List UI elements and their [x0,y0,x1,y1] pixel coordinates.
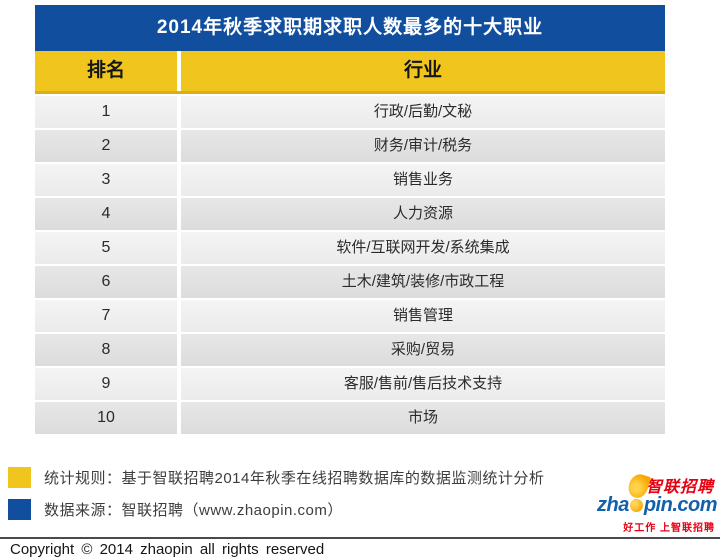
rank-cell: 5 [35,232,177,264]
table-body: 1 行政/后勤/文秘 2 财务/审计/税务 3 销售业务 4 人力资源 5 软件… [35,96,665,434]
table-title: 2014年秋季求职期求职人数最多的十大职业 [35,5,665,51]
industry-cell: 行政/后勤/文秘 [181,96,665,128]
rank-cell: 6 [35,266,177,298]
table-row: 3 销售业务 [35,164,665,196]
industry-cell: 客服/售前/售后技术支持 [181,368,665,400]
table-row: 8 采购/贸易 [35,334,665,366]
logo-brand-cn: 智联招聘 [593,471,717,501]
footer-divider [0,537,720,539]
rank-cell: 9 [35,368,177,400]
rank-cell: 7 [35,300,177,332]
table-row: 9 客服/售前/售后技术支持 [35,368,665,400]
table-row: 1 行政/后勤/文秘 [35,96,665,128]
logo-tagline: 好工作 上智联招聘 [623,523,715,534]
industry-cell: 采购/贸易 [181,334,665,366]
rank-cell: 10 [35,402,177,434]
yellow-square-icon [8,467,31,488]
rank-cell: 3 [35,164,177,196]
table-row: 2 财务/审计/税务 [35,130,665,162]
logo-domain-prefix: zha [596,494,629,516]
zhaopin-logo: 智联招聘 zha pin.com 好工作 上智联招聘 [593,471,718,534]
blue-square-icon [8,499,31,520]
rank-cell: 8 [35,334,177,366]
stat-rule-text: 统计规则：基于智联招聘2014年秋季在线招聘数据库的数据监测统计分析 [44,470,545,487]
note-data-source: 数据来源：智联招聘（www.zhaopin.com） [8,499,544,520]
logo-domain-suffix: pin.com [643,494,718,516]
top10-occupations-table: 2014年秋季求职期求职人数最多的十大职业 排名 行业 1 行政/后勤/文秘 2… [35,5,665,434]
industry-cell: 财务/审计/税务 [181,130,665,162]
rank-cell: 1 [35,96,177,128]
table-row: 10 市场 [35,402,665,434]
table-row: 5 软件/互联网开发/系统集成 [35,232,665,264]
legend-notes: 统计规则：基于智联招聘2014年秋季在线招聘数据库的数据监测统计分析 数据来源：… [8,467,544,531]
industry-cell: 人力资源 [181,198,665,230]
rank-cell: 4 [35,198,177,230]
logo-brand-cn-text: 智联招聘 [645,479,714,496]
industry-cell: 土木/建筑/装修/市政工程 [181,266,665,298]
table-row: 4 人力资源 [35,198,665,230]
industry-cell: 软件/互联网开发/系统集成 [181,232,665,264]
logo-o-dot-icon [629,499,643,512]
data-source-text: 数据来源：智联招聘（www.zhaopin.com） [44,502,343,519]
industry-cell: 市场 [181,402,665,434]
table-header-row: 排名 行业 [35,51,665,94]
table-row: 7 销售管理 [35,300,665,332]
note-stat-rule: 统计规则：基于智联招聘2014年秋季在线招聘数据库的数据监测统计分析 [8,467,544,488]
rank-cell: 2 [35,130,177,162]
column-header-industry: 行业 [181,51,665,91]
table-row: 6 土木/建筑/装修/市政工程 [35,266,665,298]
column-header-rank: 排名 [35,51,177,91]
copyright-text: Copyright © 2014 zhaopin all rights rese… [10,541,325,558]
industry-cell: 销售管理 [181,300,665,332]
industry-cell: 销售业务 [181,164,665,196]
logo-domain: zha pin.com [593,494,718,516]
